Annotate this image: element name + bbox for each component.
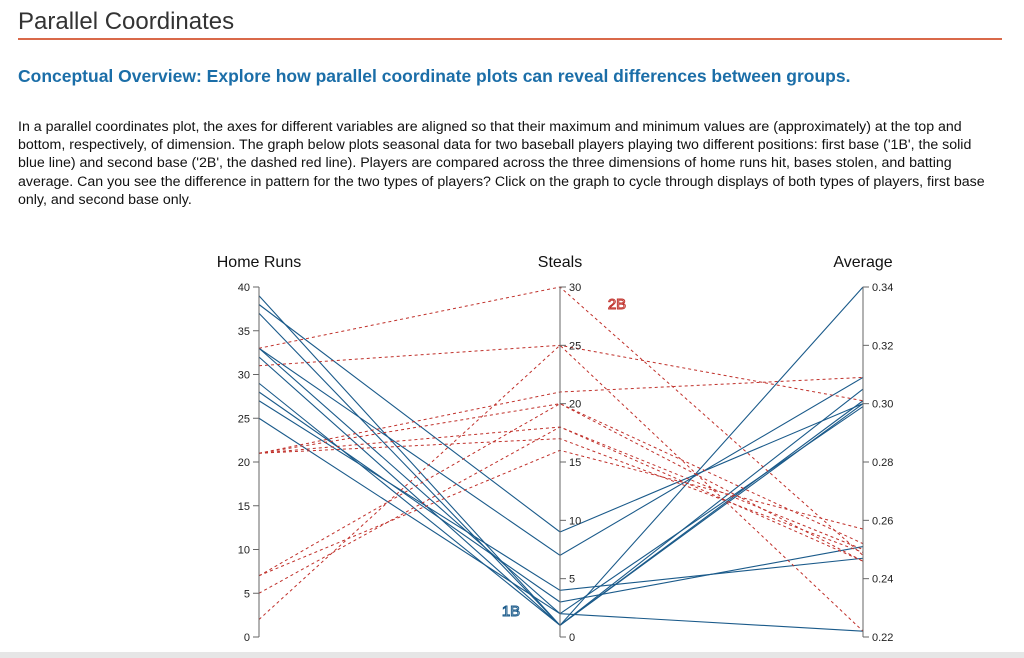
axis-sb: Steals 0 5 10 15 20 25 30	[538, 254, 582, 644]
series-2b-line[interactable]	[258, 403, 864, 577]
tick-label: 10	[238, 545, 250, 557]
tick-label: 0.32	[872, 340, 893, 352]
axis-title: Home Runs	[217, 254, 301, 271]
tick-label: 20	[569, 399, 581, 411]
tick-label: 0.28	[872, 457, 893, 469]
tick-label: 35	[238, 326, 250, 338]
tick-label: 30	[569, 282, 581, 294]
series-1b-line[interactable]	[258, 382, 864, 627]
series-1b	[258, 286, 864, 632]
page-title: Parallel Coordinates	[18, 8, 235, 35]
chart-group-labels: 1B 2B	[501, 296, 626, 621]
tick-label: 0.24	[872, 574, 893, 586]
tick-label: 5	[244, 588, 250, 600]
conceptual-overview-heading: Conceptual Overview: Explore how paralle…	[18, 66, 851, 86]
tick-label: 10	[569, 515, 581, 527]
tick-label: 0.22	[872, 632, 893, 644]
axis-title: Steals	[538, 254, 582, 271]
axis-title: Average	[833, 254, 892, 271]
bottom-scroll-bar	[0, 652, 1024, 658]
tick-label: 0	[569, 632, 575, 644]
series-1b-line[interactable]	[258, 391, 864, 603]
series-2b-line[interactable]	[258, 286, 864, 556]
parallel-coordinates-chart[interactable]: Home Runs 0 5 10 15 20 25 30 35 40 Steals 0 5 10 15 20 2…	[0, 240, 1024, 652]
tick-label: 25	[569, 340, 581, 352]
tick-label: 0	[244, 632, 250, 644]
tick-label: 5	[569, 574, 575, 586]
group-label-2b: 2B	[608, 296, 626, 313]
axis-hr: Home Runs 0 5 10 15 20 25 30 35 40	[217, 254, 301, 644]
series-1b-line[interactable]	[258, 417, 864, 632]
tick-label: 15	[569, 457, 581, 469]
tick-label: 20	[238, 457, 250, 469]
tick-label: 25	[238, 413, 250, 425]
tick-label: 30	[238, 370, 250, 382]
tick-label: 0.34	[872, 282, 893, 294]
tick-label: 15	[238, 501, 250, 513]
axis-avg: Average 0.22 0.24 0.26 0.28 0.30 0.32 0.34	[833, 254, 893, 644]
chart-lines	[258, 286, 864, 632]
tick-label: 0.30	[872, 399, 893, 411]
series-1b-line[interactable]	[258, 304, 864, 533]
series-1b-line[interactable]	[258, 400, 864, 591]
description-paragraph: In a parallel coordinates plot, the axes…	[18, 119, 985, 208]
series-1b-line[interactable]	[258, 356, 864, 627]
tick-label: 40	[238, 282, 250, 294]
tick-label: 0.26	[872, 515, 893, 527]
series-2b-line[interactable]	[258, 344, 864, 632]
title-divider	[18, 38, 1002, 40]
group-label-1b: 1B	[502, 603, 520, 620]
chart-axes: Home Runs 0 5 10 15 20 25 30 35 40 Steals 0 5 10 15 20 2…	[217, 254, 894, 644]
